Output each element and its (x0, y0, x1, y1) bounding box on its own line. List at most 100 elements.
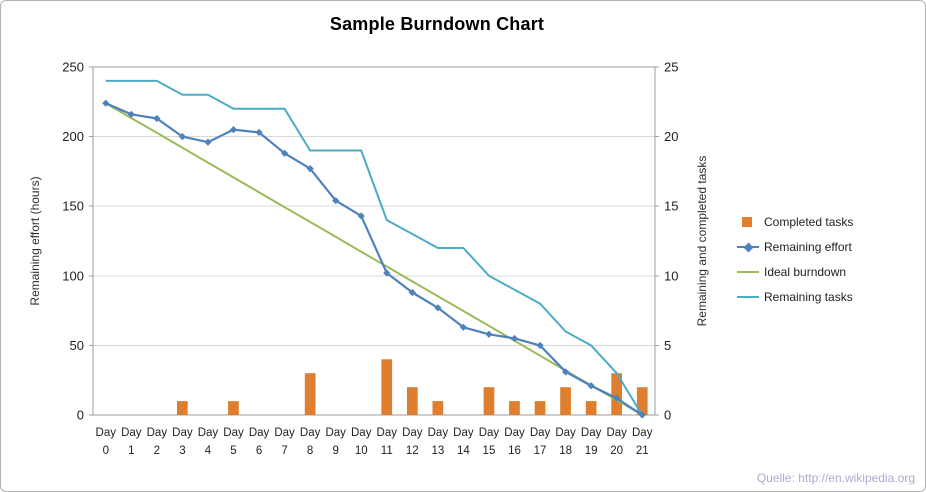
remaining-effort-marker-day-14 (459, 323, 468, 331)
remaining-effort-marker-day-12 (408, 288, 416, 297)
right-axis-tick-label: 10 (664, 268, 678, 283)
x-tick-label-number: 5 (230, 445, 236, 457)
x-tick-label-number: 3 (179, 445, 185, 457)
x-tick-label-number: 0 (103, 445, 109, 457)
x-tick-label-number: 12 (406, 445, 419, 457)
legend-label: Remaining effort (764, 240, 852, 254)
remaining-effort-marker-day-10 (357, 212, 365, 220)
legend-bar-swatch (737, 216, 759, 228)
completed-tasks-bar-day-15 (483, 387, 495, 415)
x-tick-label-number: 11 (381, 445, 393, 457)
x-tick-label-word: Day (198, 427, 219, 439)
remaining-effort-marker-day-0 (102, 99, 110, 107)
remaining-tasks-line (105, 79, 644, 416)
legend-item-remaining-tasks: Remaining tasks (737, 290, 853, 304)
x-tick-label-word: Day (249, 427, 270, 439)
x-tick-label-number: 15 (483, 445, 496, 457)
remaining-effort-line (105, 102, 643, 416)
right-axis-tick-label: 0 (664, 408, 671, 423)
remaining-effort-marker-day-1 (127, 110, 135, 118)
right-axis-tick-label: 20 (664, 129, 678, 144)
left-axis-tick-label: 0 (77, 408, 84, 423)
x-tick-label-number: 21 (636, 445, 649, 457)
legend-line-swatch (737, 241, 759, 253)
left-axis-tick-label: 200 (62, 129, 84, 144)
x-tick-label-word: Day (402, 427, 423, 439)
completed-tasks-bar-day-18 (560, 387, 571, 415)
x-tick-label-number: 7 (281, 445, 287, 457)
x-tick-label-number: 9 (332, 445, 338, 457)
x-tick-label-number: 20 (610, 445, 623, 457)
legend-label: Completed tasks (764, 215, 854, 229)
x-tick-label-word: Day (453, 427, 474, 439)
completed-tasks-bar-day-8 (304, 373, 316, 415)
x-tick-label-word: Day (632, 427, 653, 439)
remaining-effort-marker-day-11 (383, 269, 391, 277)
remaining-effort-marker-day-15 (485, 330, 493, 338)
x-tick-label-word: Day (147, 427, 168, 439)
remaining-effort-marker-day-7 (280, 149, 289, 157)
x-tick-label-number: 13 (431, 445, 444, 457)
x-tick-label-number: 17 (534, 445, 547, 457)
x-tick-label-number: 19 (585, 445, 598, 457)
completed-tasks-bar-day-19 (585, 401, 597, 415)
right-axis-title: Remaining and completed tasks (695, 155, 709, 327)
remaining-effort-marker-day-9 (332, 197, 340, 205)
source-note: Quelle: http://en.wikipedia.org (756, 471, 915, 485)
x-tick-label-number: 4 (205, 445, 212, 457)
legend-label: Ideal burndown (764, 265, 847, 279)
right-axis-tick-label: 5 (664, 338, 671, 353)
x-tick-label-word: Day (172, 427, 193, 439)
completed-tasks-bar-day-3 (177, 401, 188, 415)
remaining-effort-marker-day-13 (434, 304, 442, 312)
legend-label: Remaining tasks (764, 290, 853, 304)
x-tick-label-number: 2 (154, 445, 160, 457)
x-tick-label-word: Day (377, 427, 398, 439)
legend-line-swatch (737, 291, 759, 303)
line-swatch-diamond (743, 242, 753, 252)
chart-title: Sample Burndown Chart (329, 14, 545, 34)
remaining-effort-marker-day-5 (229, 126, 238, 134)
x-tick-label-word: Day (479, 427, 500, 439)
left-axis-tick-label: 250 (62, 60, 84, 75)
line-swatch-line (737, 296, 759, 298)
x-tick-label-word: Day (121, 427, 142, 439)
completed-tasks-bar-day-17 (534, 401, 546, 415)
x-tick-label-word: Day (606, 427, 627, 439)
bar-swatch-rect (742, 217, 752, 227)
completed-tasks-bar-day-16 (509, 401, 520, 415)
x-tick-label-word: Day (530, 427, 551, 439)
right-axis-tick-label: 25 (664, 60, 678, 75)
plot-border (92, 66, 656, 416)
remaining-effort-marker-day-4 (204, 138, 212, 146)
completed-tasks-bar-day-20 (611, 373, 622, 415)
left-axis-tick-label: 100 (62, 268, 84, 283)
legend-line-swatch (737, 266, 759, 278)
remaining-effort-marker-day-6 (255, 128, 263, 137)
left-axis-tick-label: 150 (62, 199, 84, 214)
x-tick-label-word: Day (581, 427, 602, 439)
x-tick-label-number: 1 (128, 445, 134, 457)
completed-tasks-bar-day-13 (432, 401, 444, 415)
remaining-effort-marker-day-17 (536, 341, 544, 349)
x-tick-label-word: Day (555, 427, 576, 439)
remaining-effort-marker-day-16 (510, 334, 519, 343)
x-tick-label-word: Day (300, 427, 321, 439)
left-axis-tick-label: 50 (70, 338, 84, 353)
x-tick-label-number: 10 (355, 445, 368, 457)
x-tick-label-number: 6 (256, 445, 262, 457)
completed-tasks-bar-day-12 (407, 387, 418, 415)
chart-legend: Completed tasks Remaining effort Ideal bur… (737, 215, 853, 304)
remaining-effort-marker-day-20 (613, 394, 621, 402)
ideal-burndown-line (105, 102, 643, 416)
left-axis-title: Remaining effort (hours) (28, 176, 42, 306)
remaining-effort-marker-day-19 (587, 382, 595, 390)
legend-item-remaining-effort: Remaining effort (737, 240, 853, 254)
x-tick-label-number: 18 (559, 445, 572, 457)
x-tick-label-word: Day (504, 427, 525, 439)
remaining-effort-marker-day-2 (153, 114, 161, 123)
x-tick-label-number: 14 (457, 445, 470, 457)
completed-tasks-bar-day-5 (228, 401, 239, 415)
